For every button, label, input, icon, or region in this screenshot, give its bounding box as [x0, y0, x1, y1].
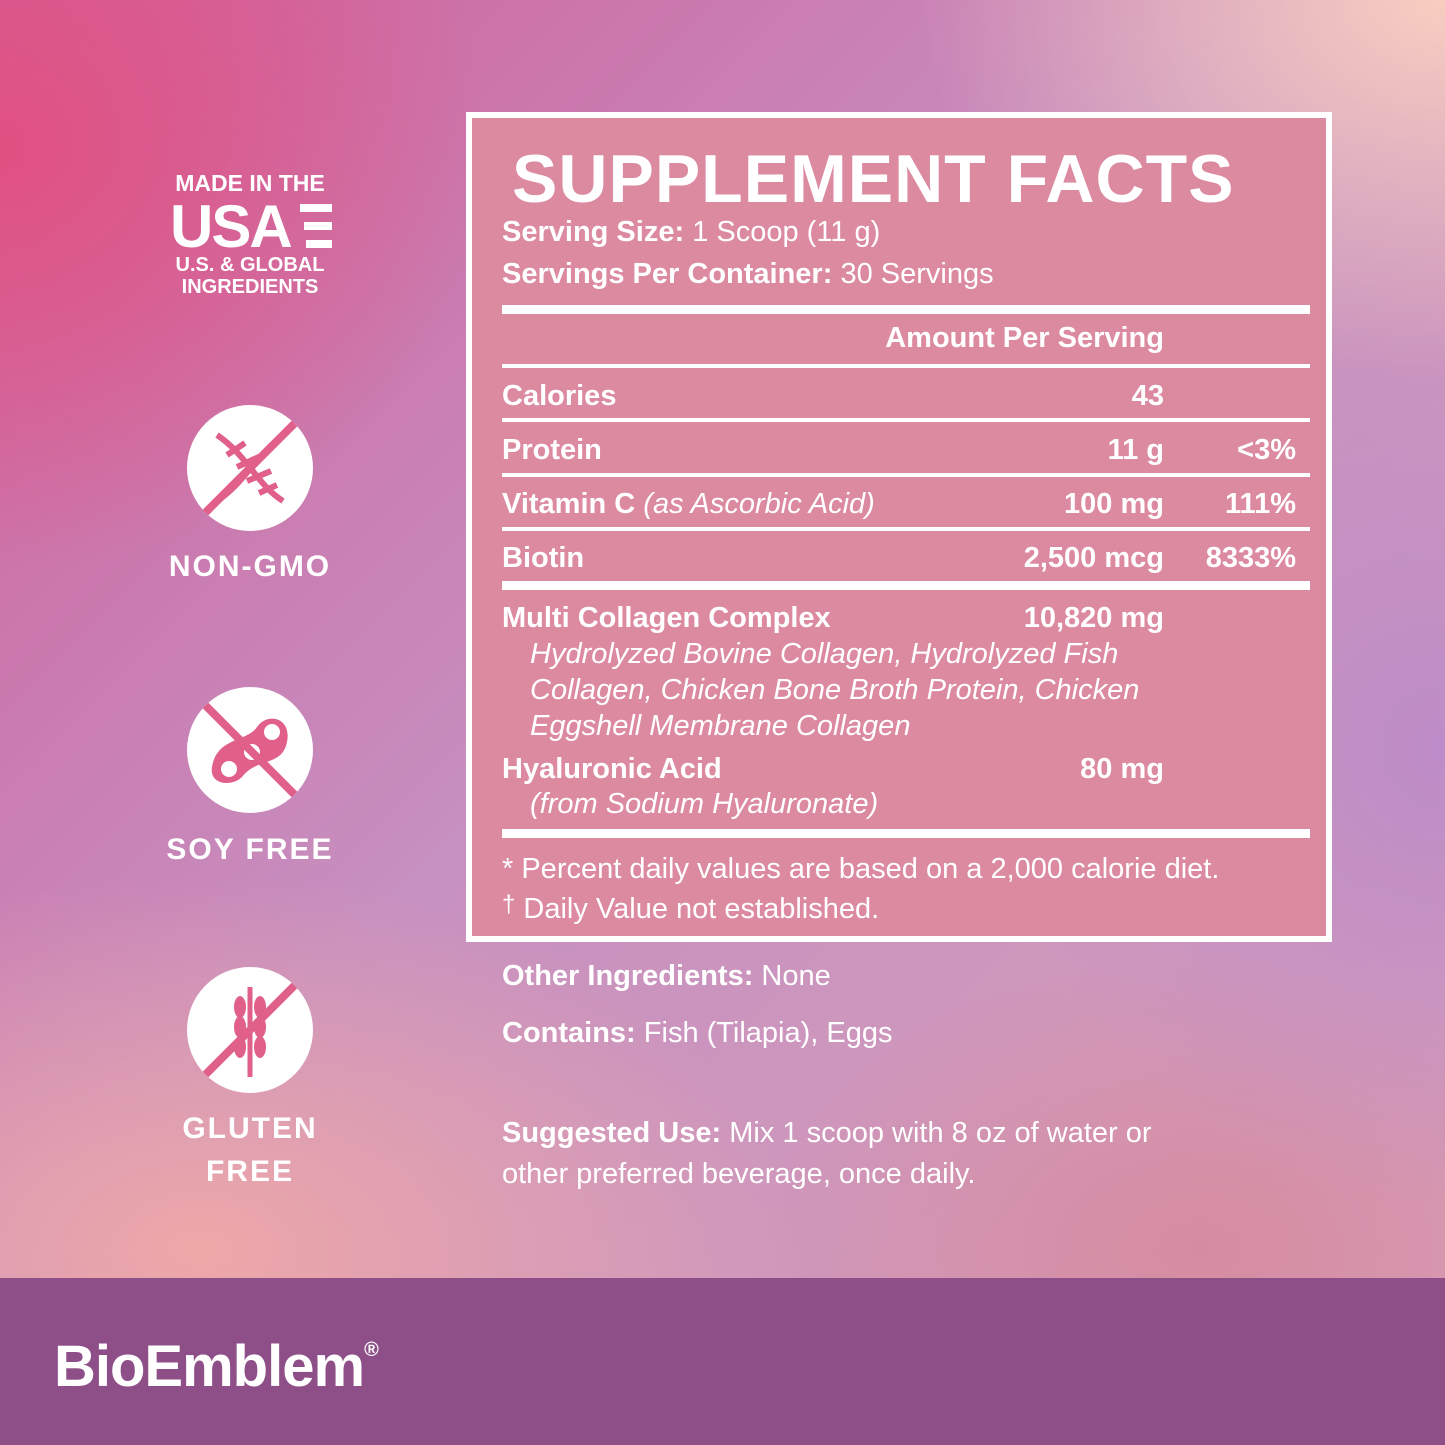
- nutrient-dv: 8333%: [1205, 542, 1296, 574]
- flag-stripe-icon: [300, 204, 332, 212]
- contains-value: Fish (Tilapia), Eggs: [643, 1017, 893, 1049]
- collagen-desc: Hydrolyzed Bovine Collagen, Hydrolyzed F…: [530, 638, 1119, 670]
- suggested-use-label: Suggested Use:: [502, 1117, 722, 1149]
- other-ingredients-label: Other Ingredients:: [502, 960, 754, 992]
- flag-stripe-icon: [306, 240, 332, 248]
- gluten-label: GLUTEN: [182, 1112, 318, 1145]
- nutrient-amount: 2,500 mcg: [1023, 542, 1164, 574]
- dna-crossed-icon: [187, 405, 313, 531]
- hyaluronic-amount: 80 mg: [1080, 753, 1164, 785]
- serving-size: 1 Scoop (11 g): [692, 216, 881, 248]
- hyaluronic-desc: (from Sodium Hyaluronate): [530, 788, 879, 820]
- flag-stripe-icon: [304, 222, 332, 230]
- servings: 30 Servings: [840, 258, 994, 290]
- divider: [502, 473, 1310, 477]
- contains-label: Contains:: [502, 1017, 636, 1049]
- divider: [502, 829, 1310, 838]
- registered-mark: ®: [364, 1339, 379, 1361]
- facts-title: SUPPLEMENT FACTS: [512, 141, 1235, 217]
- nutrient-name: Vitamin C: [502, 488, 636, 520]
- collagen-amount: 10,820 mg: [1023, 602, 1164, 634]
- collagen-name: Multi Collagen Complex: [502, 602, 831, 634]
- soybean-crossed-icon: [187, 687, 313, 813]
- free-label: FREE: [205, 1155, 294, 1188]
- nutrient-dv: 111%: [1225, 488, 1296, 520]
- collagen-desc: Eggshell Membrane Collagen: [530, 710, 911, 742]
- nutrient-name: Biotin: [502, 542, 585, 574]
- badge-line: INGREDIENTS: [181, 276, 319, 298]
- nutrient-amount: 11 g: [1107, 434, 1164, 466]
- nutrient-amount: 43: [1131, 380, 1164, 412]
- hyaluronic-name: Hyaluronic Acid: [502, 753, 722, 785]
- suggested-use-text: other preferred beverage, once daily.: [502, 1158, 976, 1190]
- footnote-dv: * Percent daily values are based on a 2,…: [502, 853, 1220, 885]
- divider: [502, 581, 1310, 590]
- nutrient-source: (as Ascorbic Acid): [643, 488, 875, 520]
- brand-footer: BioEmblem®: [0, 1278, 1445, 1445]
- suggested-use-text: Mix 1 scoop with 8 oz of water or: [729, 1117, 1152, 1149]
- servings-label: Servings Per Container:: [502, 258, 833, 290]
- non-gmo-label: NON-GMO: [168, 550, 332, 583]
- badge-line: U.S. & GLOBAL: [175, 254, 325, 276]
- badge-usa: USA: [170, 193, 293, 260]
- soy-free-label: SOY FREE: [166, 833, 334, 866]
- divider: [502, 418, 1310, 422]
- footnote-dagger: Daily Value not established.: [523, 893, 880, 925]
- divider: [502, 364, 1310, 368]
- wheat-crossed-icon: [187, 967, 313, 1093]
- brand-name: BioEmblem: [54, 1334, 365, 1399]
- nutrient-name: Protein: [502, 434, 602, 466]
- badge-line: MADE IN THE: [175, 170, 325, 196]
- dagger-mark: †: [502, 891, 516, 918]
- amount-header: Amount Per Serving: [885, 322, 1164, 354]
- supplement-facts-panel: SUPPLEMENT FACTS Serving Size: 1 Scoop (…: [466, 112, 1332, 942]
- divider: [502, 527, 1310, 531]
- serving-size-label: Serving Size:: [502, 216, 685, 248]
- other-ingredients-value: None: [761, 960, 831, 992]
- nutrient-amount: 100 mg: [1064, 488, 1164, 520]
- nutrient-dv: <3%: [1237, 434, 1296, 466]
- collagen-desc: Collagen, Chicken Bone Broth Protein, Ch…: [530, 674, 1140, 706]
- nutrient-name: Calories: [502, 380, 617, 412]
- divider: [502, 305, 1310, 314]
- brand-logo: BioEmblem®: [54, 1333, 379, 1400]
